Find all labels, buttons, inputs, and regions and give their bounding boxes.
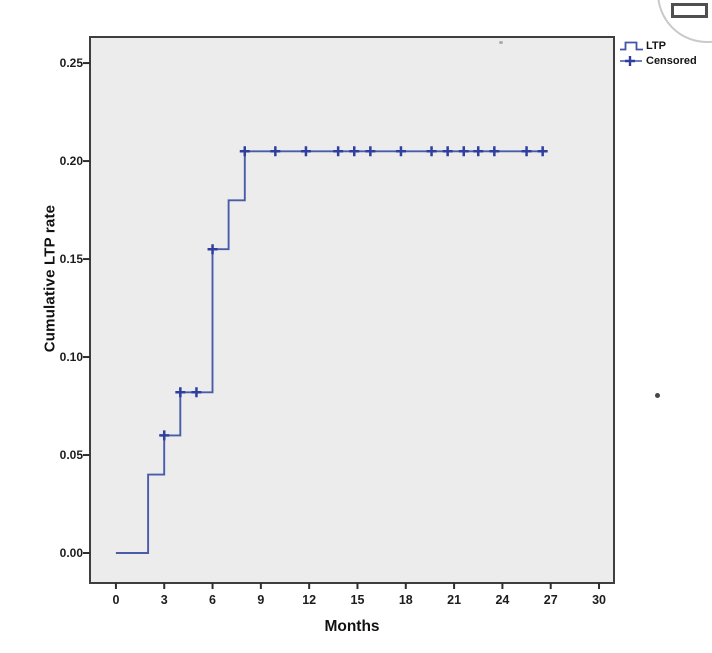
y-tick-label: 0.00 [59,546,83,560]
step-line-icon [620,41,643,50]
plot-area [89,36,615,584]
y-tick-label: 0.05 [59,448,83,463]
x-tick-label: 27 [543,593,558,607]
legend-item-censored: Censored [619,53,697,68]
legend-label: Censored [646,54,697,67]
y-tick-label: 0.25 [59,56,83,71]
x-tick-label: 9 [257,593,265,607]
legend: LTP Censored [619,38,697,68]
x-tick-label: 24 [495,593,510,607]
legend-item-ltp: LTP [619,38,697,53]
x-tick-label: 15 [350,593,365,607]
x-tick-label: 0 [112,593,120,607]
x-axis-title: Months [324,618,380,635]
x-tick-label: 30 [592,593,606,607]
y-tick-label: 0.20 [59,154,83,169]
y-tick-label: 0.10 [59,350,83,365]
x-tick-label: 18 [398,593,413,607]
x-tick-label: 21 [447,593,462,607]
legend-label: LTP [646,39,666,52]
plus-marker-icon [620,55,642,66]
x-tick-label: 12 [302,593,317,607]
x-tick-label: 3 [160,593,168,607]
y-tick-label: 0.15 [59,252,83,267]
x-tick-label: 6 [209,593,216,607]
maximize-icon[interactable] [671,3,708,18]
image-dot-artifact [655,393,660,398]
image-speck-artifact [499,41,503,44]
